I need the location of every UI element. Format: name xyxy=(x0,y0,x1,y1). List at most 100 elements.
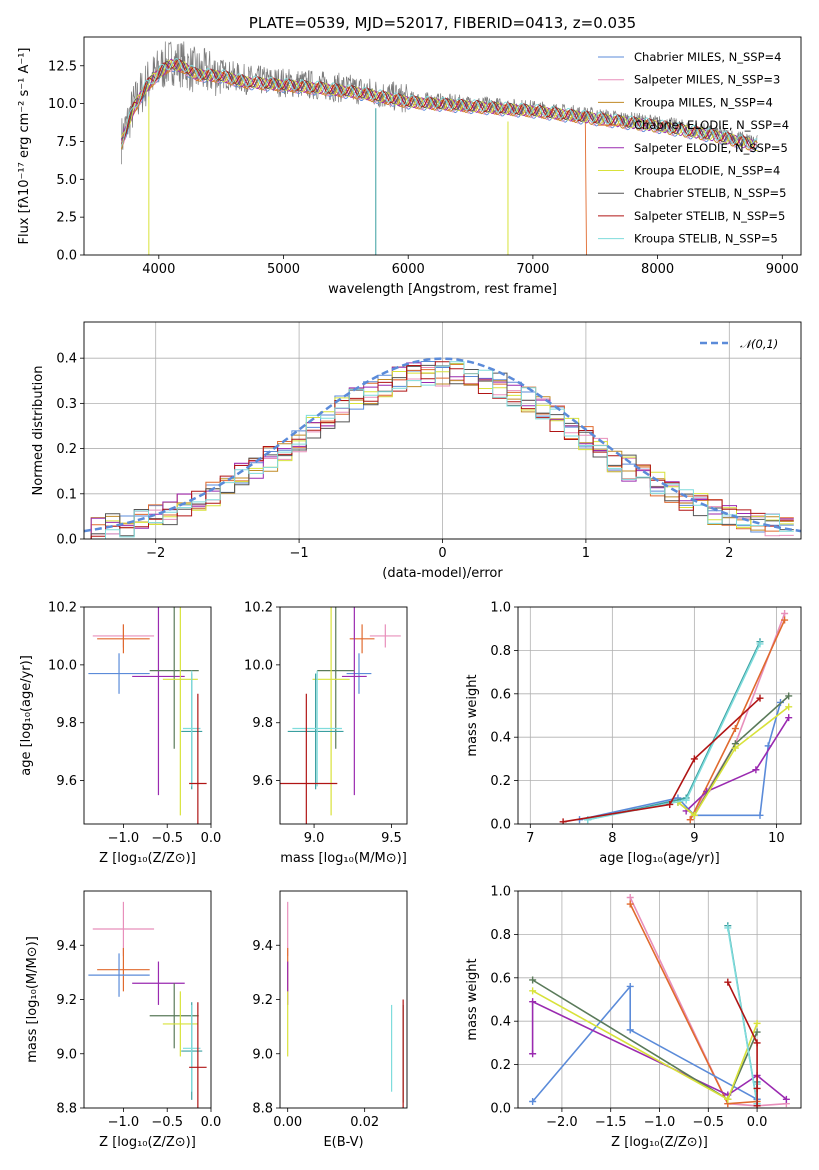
plus-marker xyxy=(753,1084,761,1092)
x-tick-label: 9.0 xyxy=(304,831,325,846)
model-spectrum xyxy=(120,59,758,151)
y-axis-label: mass [log₁₀(M/M⊙)] xyxy=(25,936,40,1063)
x-tick-label: 9 xyxy=(690,831,698,846)
model-spectrum xyxy=(120,58,756,149)
y-tick-label: 9.0 xyxy=(252,1047,273,1062)
plus-marker xyxy=(756,694,764,702)
mass-weight-line xyxy=(677,706,790,817)
plus-marker xyxy=(529,1097,537,1105)
x-tick-label: 0.0 xyxy=(201,831,222,846)
x-tick-label: 7000 xyxy=(516,262,549,277)
y-tick-label: 9.2 xyxy=(56,993,77,1008)
y-axis-label: mass weight xyxy=(465,958,480,1040)
y-tick-label: 0.8 xyxy=(490,644,511,659)
axes-frame xyxy=(517,890,802,1109)
legend-entry: Kroupa MILES, N_SSP=4 xyxy=(634,95,773,109)
x-tick-label: −2 xyxy=(146,546,165,561)
x-tick-label: 5000 xyxy=(267,262,300,277)
x-tick-label: 10 xyxy=(768,831,785,846)
x-tick-label: 9.5 xyxy=(381,831,402,846)
x-tick-label: −1 xyxy=(290,546,309,561)
y-tick-label: 9.6 xyxy=(252,774,273,789)
plus-marker xyxy=(559,818,567,824)
plus-marker xyxy=(529,987,537,995)
x-tick-label: 4000 xyxy=(142,262,175,277)
y-tick-label: 0.0 xyxy=(490,818,511,833)
x-tick-label: −1.0 xyxy=(108,831,140,846)
plus-marker xyxy=(724,924,732,932)
y-tick-label: 0.6 xyxy=(490,971,511,986)
legend-entry: Chabrier MILES, N_SSP=4 xyxy=(634,50,781,64)
plus-marker xyxy=(626,894,634,902)
plot-area xyxy=(88,607,207,824)
y-tick-label: 10.0 xyxy=(48,658,77,673)
x-tick-label: −0.5 xyxy=(151,1115,183,1130)
y-tick-label: 7.5 xyxy=(56,135,77,150)
axes-frame xyxy=(83,890,212,1109)
y-tick-label: 1.0 xyxy=(490,885,511,900)
x-tick-label: 8000 xyxy=(641,262,674,277)
legend-entry: Chabrier ELODIE, N_SSP=4 xyxy=(634,118,789,132)
x-tick-label: −1.5 xyxy=(595,1115,627,1130)
y-axis-label: mass weight xyxy=(465,674,480,756)
y-tick-label: 0.6 xyxy=(490,687,511,702)
x-tick-label: 1 xyxy=(582,546,590,561)
massweight-vs-age-panel: 7 8 9 10 0.0 0.2 0.4 0.6 0.8 1.0 age [log₁₀(age/yr… xyxy=(465,601,802,866)
y-tick-label: 5.0 xyxy=(56,173,77,188)
plus-marker xyxy=(753,1102,761,1108)
x-tick-label: 6000 xyxy=(392,262,425,277)
x-axis-label: Z [log₁₀(Z/Z⊙)] xyxy=(99,1135,196,1150)
mass-weight-line xyxy=(727,927,758,1104)
plot-area xyxy=(287,901,404,1108)
plus-marker xyxy=(626,1026,634,1034)
x-axis-label: mass [log₁₀(M/M⊙)] xyxy=(280,851,407,866)
x-tick-label: −1.0 xyxy=(108,1115,140,1130)
x-axis-label: wavelength [Angstrom, rest frame] xyxy=(328,282,557,297)
y-tick-label: 10.2 xyxy=(48,601,77,616)
model-spectrum xyxy=(121,59,756,149)
legend-entry: Kroupa ELODIE, N_SSP=4 xyxy=(634,164,780,178)
y-tick-label: 0.0 xyxy=(56,249,77,264)
plus-marker xyxy=(529,976,537,984)
plus-marker xyxy=(756,811,764,819)
x-tick-label: −2.0 xyxy=(546,1115,578,1130)
mass-vs-ebv-panel: 0.00 0.02 8.8 9.0 9.2 9.4 E(B-V) xyxy=(252,890,408,1150)
y-tick-label: 0.1 xyxy=(56,487,77,502)
plus-marker xyxy=(529,1050,537,1058)
plus-marker xyxy=(753,1028,761,1036)
y-tick-label: 8.8 xyxy=(252,1102,273,1117)
y-tick-label: 2.5 xyxy=(56,211,77,226)
plot-area xyxy=(529,894,790,1108)
y-tick-label: 0.4 xyxy=(490,1015,511,1030)
axes-frame xyxy=(83,321,802,540)
plus-marker xyxy=(686,816,694,824)
legend-entry: 𝒩(0,1) xyxy=(740,337,778,351)
histogram-step xyxy=(91,361,794,539)
legend-entry: Chabrier STELIB, N_SSP=5 xyxy=(634,186,786,200)
y-axis-label: Normed distribution xyxy=(31,366,46,496)
x-tick-label: −1.0 xyxy=(644,1115,676,1130)
plus-marker xyxy=(690,811,698,819)
plot-area xyxy=(280,607,401,824)
mass-vs-metallicity-panel: −1.0 −0.5 0.0 8.8 9.0 9.2 9.4 Z [log₁₀(Z/Z⊙)] ma… xyxy=(25,890,221,1150)
plus-marker xyxy=(666,800,674,808)
y-tick-label: 0.2 xyxy=(56,442,77,457)
y-tick-label: 10.0 xyxy=(48,97,77,112)
massweight-vs-metallicity-panel: −2.0 −1.5 −1.0 −0.5 0.0 0.0 0.2 0.4 0.6 0.8 1.0 Z [… xyxy=(465,885,802,1150)
y-tick-label: 9.8 xyxy=(252,716,273,731)
plus-marker xyxy=(626,900,634,908)
plus-marker xyxy=(626,982,634,990)
spectrum-panel: 4000 5000 6000 7000 8000 9000 0.0 2.5 5.0 7.5 10.0… xyxy=(17,14,802,297)
plus-marker xyxy=(785,703,793,711)
plus-marker xyxy=(724,1095,732,1103)
plus-marker xyxy=(785,714,793,722)
y-tick-label: 8.8 xyxy=(56,1102,77,1117)
plus-marker xyxy=(781,610,789,618)
x-axis-label: (data-model)/error xyxy=(382,566,503,581)
y-tick-label: 0.0 xyxy=(56,533,77,548)
y-tick-label: 0.3 xyxy=(56,397,77,412)
age-vs-metallicity-panel: −1.0 −0.5 0.0 9.6 9.8 10.0 10.2 Z [log₁₀(Z/Z⊙)]… xyxy=(19,601,222,867)
x-tick-label: 8 xyxy=(608,831,616,846)
plus-marker xyxy=(753,1039,761,1047)
